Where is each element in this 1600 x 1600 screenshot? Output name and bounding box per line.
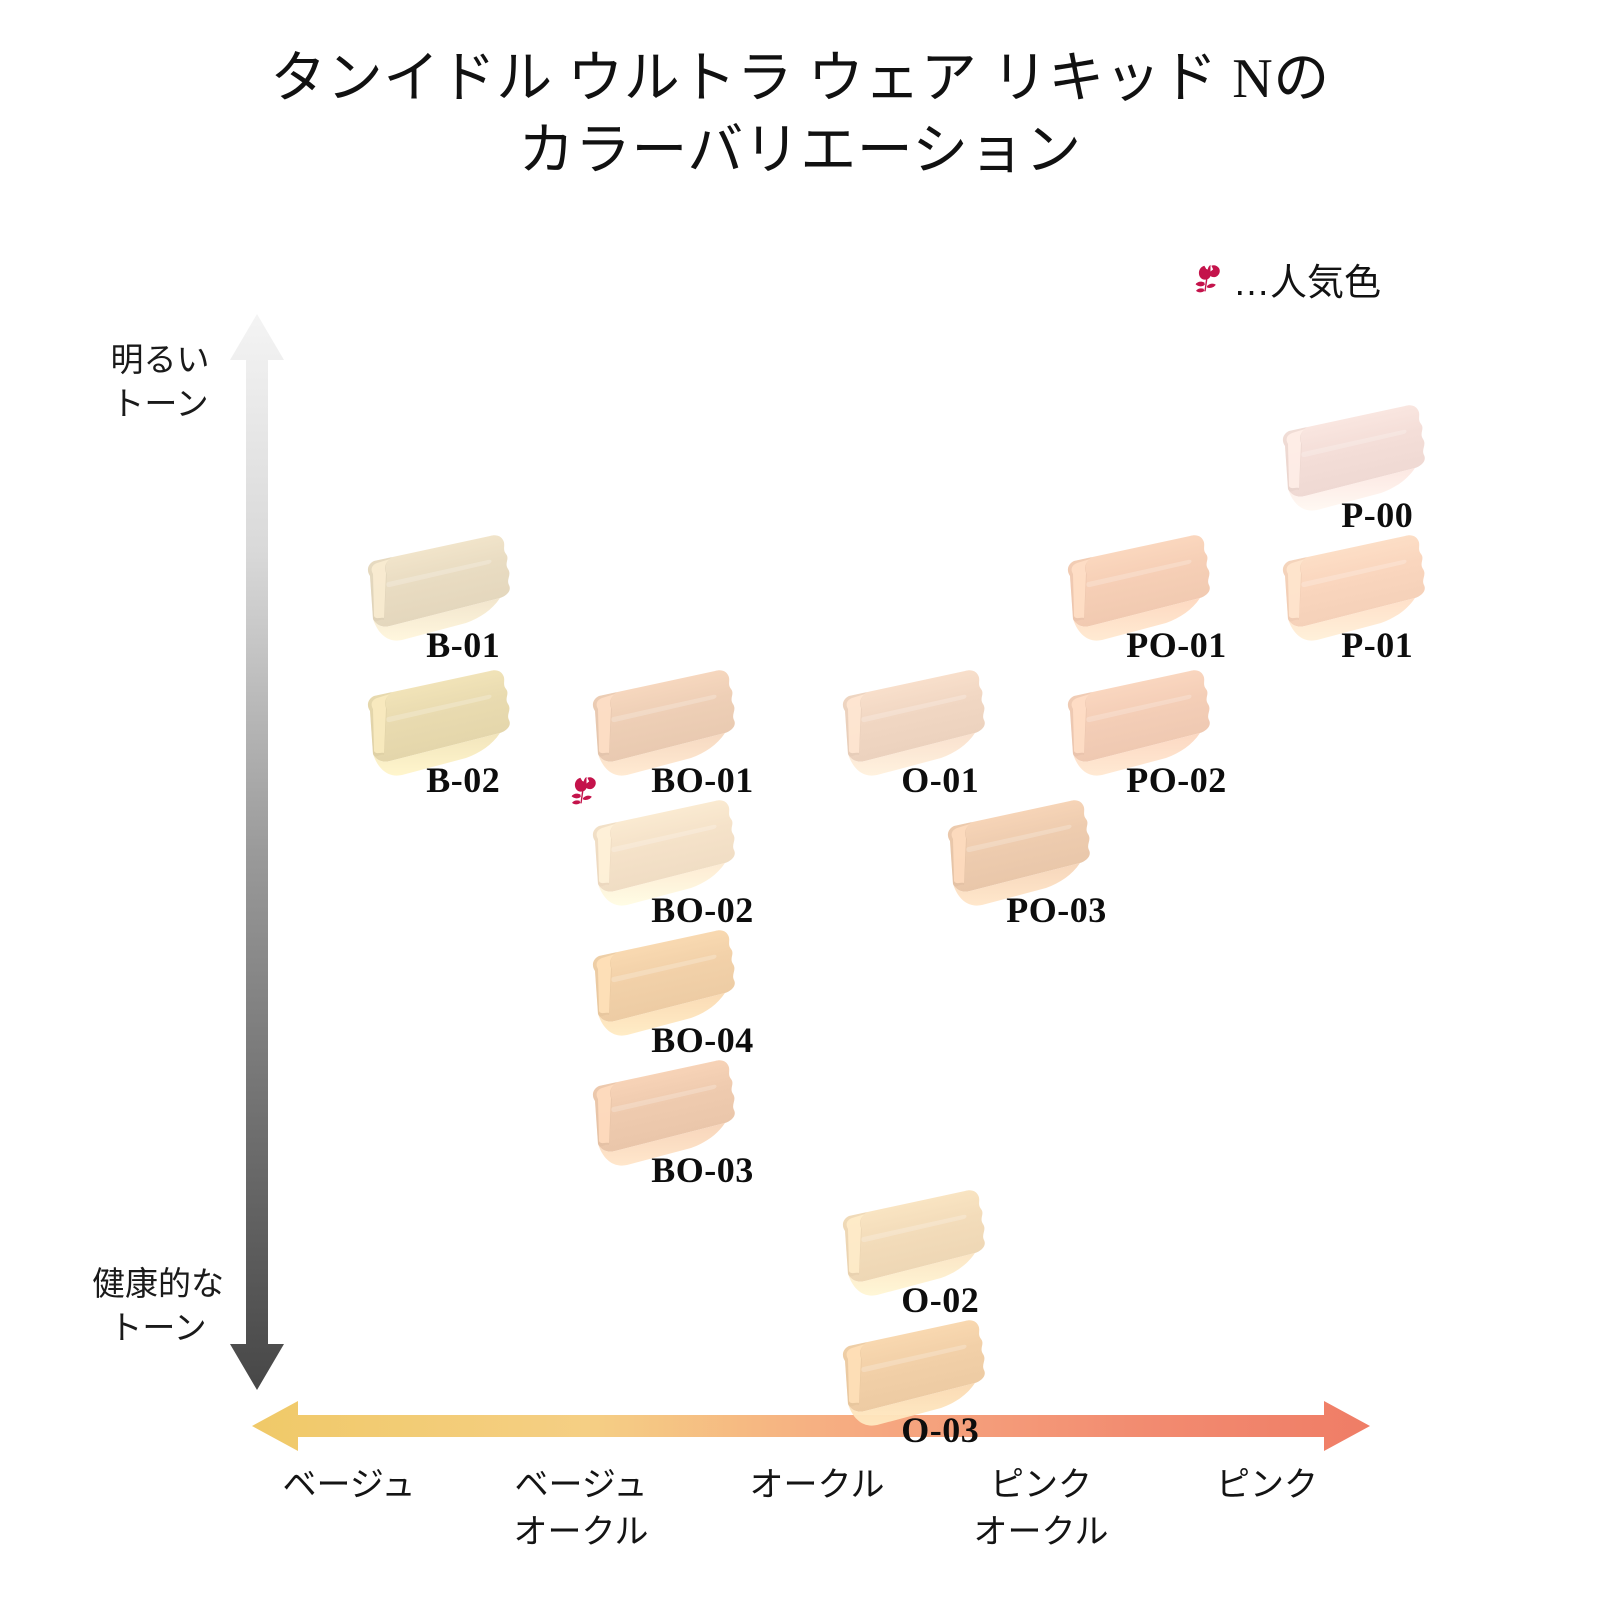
swatch-label-bo-01: BO-01: [651, 760, 754, 801]
swatch-label-o-03: O-03: [901, 1410, 980, 1451]
swatch-label-po-03: PO-03: [1006, 890, 1107, 931]
axis-label-pink: ピンク: [1216, 1466, 1318, 1504]
axis-label-pink-ocre: ピンク オークル: [973, 1466, 1109, 1551]
axis-label-healthy-tone: 健康的な トーン: [92, 1265, 224, 1346]
horizontal-axis-labels: ベージュ ベージュ オークル オークル ピンク オークル ピンク: [250, 1462, 1380, 1582]
vertical-axis-arrow: [226, 312, 288, 1392]
swatch-label-bo-04: BO-04: [651, 1020, 754, 1061]
rose-icon: [1185, 257, 1229, 301]
horizontal-axis-arrow: [250, 1398, 1372, 1454]
axis-label-beige-ocre: ベージュ オークル: [513, 1466, 649, 1551]
swatch-label-p-01: P-01: [1341, 625, 1414, 666]
swatch-label-b-01: B-01: [426, 625, 501, 666]
swatch-label-po-02: PO-02: [1126, 760, 1227, 801]
swatch-label-b-02: B-02: [426, 760, 501, 801]
legend-label: …人気色: [1233, 262, 1381, 303]
swatch-label-bo-02: BO-02: [651, 890, 754, 931]
popular-rose-icon: [561, 769, 605, 818]
swatch-label-po-01: PO-01: [1126, 625, 1227, 666]
swatch-label-o-01: O-01: [901, 760, 980, 801]
swatch-label-bo-03: BO-03: [651, 1150, 754, 1191]
legend: …人気色: [1185, 252, 1381, 306]
axis-label-bright-tone: 明るい トーン: [110, 341, 210, 422]
swatch-label-o-02: O-02: [901, 1280, 980, 1321]
axis-label-ocre: オークル: [749, 1466, 885, 1504]
axis-label-beige: ベージュ: [282, 1466, 416, 1504]
page-title: タンイドル ウルトラ ウェア リキッド Nの カラーバリエーション: [270, 48, 1330, 182]
swatch-label-p-00: P-00: [1341, 495, 1414, 536]
